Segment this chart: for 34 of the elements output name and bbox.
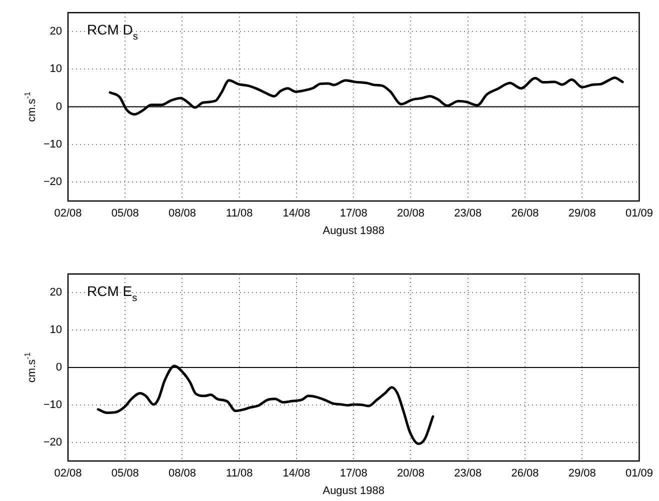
x-tick-label: 14/08: [282, 468, 310, 480]
x-tick-label: 05/08: [111, 208, 139, 220]
x-tick-label: 26/08: [511, 468, 539, 480]
y-tick-label: −10: [43, 138, 62, 151]
y-tick-label: −20: [43, 176, 62, 188]
x-axis-title: August 1988: [322, 485, 385, 497]
x-tick-label: 01/09: [625, 208, 653, 220]
x-tick-label: 01/09: [625, 468, 653, 480]
x-tick-label: 20/08: [396, 468, 425, 480]
x-tick-label: 14/08: [282, 208, 310, 220]
x-tick-label: 17/08: [340, 208, 368, 220]
y-tick-label: 10: [50, 324, 62, 336]
x-tick-label: 08/08: [168, 208, 196, 220]
x-tick-label: 23/08: [454, 208, 482, 220]
x-tick-label: 26/08: [511, 208, 539, 220]
y-tick-label: −10: [43, 398, 62, 411]
x-tick-label: 29/08: [568, 208, 596, 220]
x-tick-label: 11/08: [226, 468, 253, 480]
x-tick-label: 23/08: [454, 468, 482, 480]
x-tick-label: 08/08: [168, 468, 196, 480]
y-tick-label: −20: [43, 436, 62, 448]
x-tick-label: 05/08: [111, 468, 139, 480]
x-tick-label: 29/08: [568, 468, 596, 480]
x-tick-label: 02/08: [54, 208, 82, 220]
x-tick-label: 20/08: [396, 208, 425, 220]
x-tick-label: 02/08: [54, 468, 82, 480]
x-axis-title: August 1988: [322, 225, 385, 237]
y-tick-label: 0: [56, 100, 62, 113]
y-tick-label: 10: [50, 63, 62, 76]
y-tick-label: 20: [50, 25, 62, 38]
x-tick-label: 17/08: [340, 468, 368, 480]
x-tick-label: 11/08: [226, 208, 253, 220]
y-tick-label: 20: [50, 286, 62, 299]
y-tick-label: 0: [56, 362, 62, 374]
